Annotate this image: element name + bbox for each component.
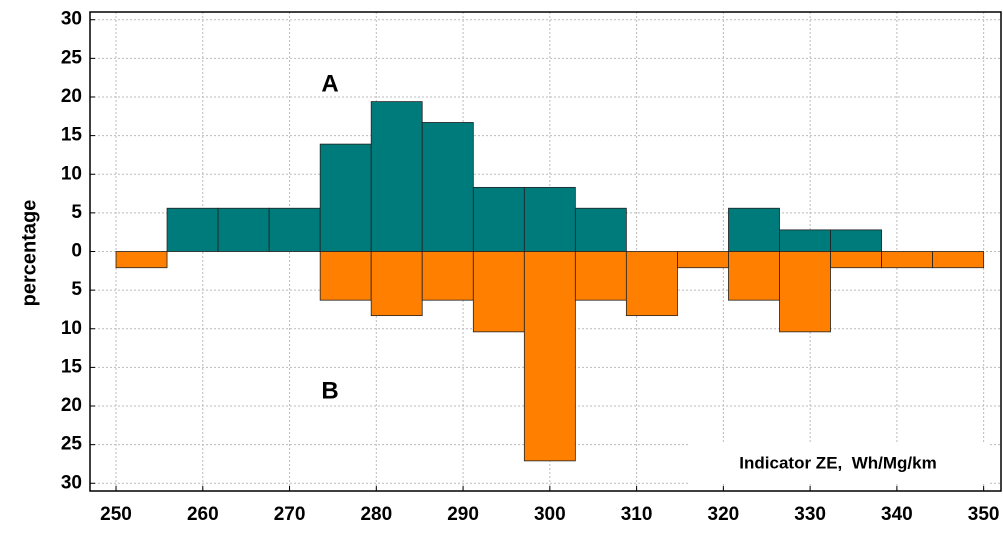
- histogram-bar: [370, 101, 423, 252]
- histogram-bar: [166, 207, 219, 252]
- histogram-bar: [574, 251, 627, 301]
- x-tick-label: 250: [100, 504, 132, 525]
- x-label-box: [690, 442, 990, 484]
- y-tick-label: 30: [61, 9, 82, 30]
- y-axis-label: percentage: [18, 200, 40, 307]
- histogram-bar: [523, 251, 576, 462]
- histogram-bar: [932, 251, 985, 269]
- histogram-bar: [830, 251, 883, 269]
- legend-label: A: [321, 70, 338, 97]
- y-tick-label: 15: [61, 356, 83, 377]
- histogram-bar: [370, 251, 423, 317]
- histogram-bar: [421, 122, 474, 252]
- histogram-bar: [472, 186, 525, 252]
- x-tick-label: 350: [968, 504, 1000, 525]
- histogram-bar: [115, 251, 168, 269]
- y-tick-label: 10: [61, 163, 82, 184]
- y-tick-label: 30: [61, 472, 82, 493]
- histogram-bar: [728, 207, 780, 252]
- x-tick-label: 340: [881, 504, 913, 525]
- x-tick-label: 330: [794, 504, 826, 525]
- histogram-bar: [472, 251, 525, 333]
- histogram-bar: [779, 251, 831, 333]
- y-tick-label: 15: [61, 125, 83, 146]
- histogram-bar: [881, 251, 934, 269]
- histogram-bar: [574, 207, 627, 252]
- y-tick-label: 20: [61, 86, 82, 107]
- y-tick-label: 25: [61, 434, 83, 455]
- y-tick-label: 5: [71, 202, 82, 223]
- x-tick-label: 300: [534, 504, 566, 525]
- y-tick-label: 10: [61, 318, 82, 339]
- x-tick-label: 260: [187, 504, 219, 525]
- plot-frame: [89, 11, 1002, 492]
- histogram-bar: [217, 207, 270, 252]
- x-axis-label: Indicator ZE, Wh/Mg/km: [739, 453, 936, 472]
- x-tick-label: 270: [274, 504, 306, 525]
- y-tick-label: 25: [61, 47, 83, 68]
- y-tick-label: 0: [71, 241, 82, 262]
- y-tick-label: 20: [61, 395, 82, 416]
- histogram-bar: [677, 251, 729, 269]
- x-tick-label: 310: [621, 504, 653, 525]
- histogram-bar: [319, 251, 372, 301]
- legend-label: B: [321, 377, 338, 404]
- x-tick-label: 320: [708, 504, 740, 525]
- histogram-bar: [779, 229, 831, 252]
- histogram-bar: [421, 251, 474, 301]
- histogram-bar: [523, 186, 576, 252]
- y-tick-label: 5: [71, 279, 82, 300]
- histogram-bar: [319, 143, 372, 252]
- x-tick-label: 290: [447, 504, 479, 525]
- histogram-bar: [268, 207, 321, 252]
- histogram-bar: [830, 229, 883, 252]
- histogram-bar: [728, 251, 780, 301]
- histogram-bar: [625, 251, 678, 317]
- x-tick-label: 280: [360, 504, 392, 525]
